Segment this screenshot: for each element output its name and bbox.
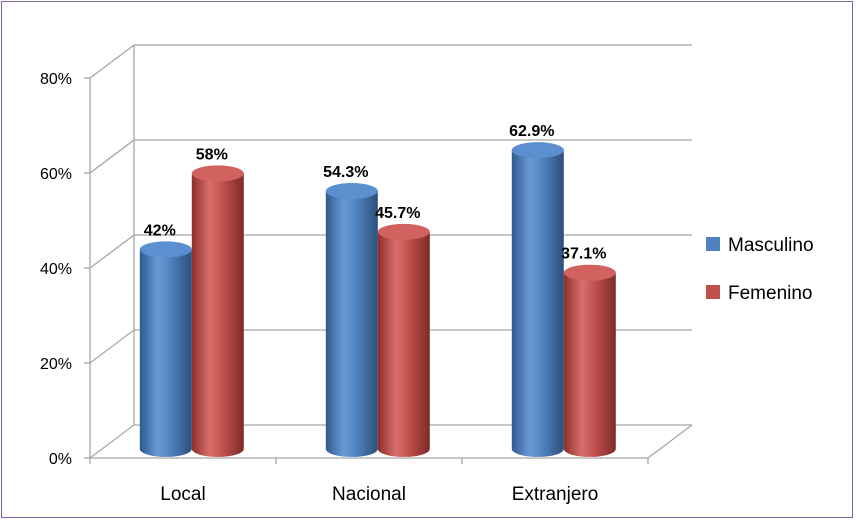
bar-body (325, 191, 378, 457)
floor-edge (647, 424, 693, 459)
x-tick-label: Nacional (332, 484, 406, 505)
bar-body (139, 249, 192, 457)
bar-masculino-local (139, 241, 192, 457)
y-tick-label: 0% (49, 451, 72, 468)
y-tick-label: 40% (40, 261, 72, 278)
bar-top (511, 142, 564, 159)
legend-label: Masculino (728, 235, 814, 256)
legend-swatch (706, 285, 720, 299)
gridline-side (89, 234, 135, 269)
gridline-side (89, 329, 135, 364)
data-labels: 42% 58% 54.3% 45.7% 62.9% 37.1% (144, 123, 607, 263)
x-axis: Local Nacional Extranjero (160, 484, 598, 505)
legend-swatch (706, 237, 720, 251)
data-label: 37.1% (561, 246, 606, 263)
bar-masculino-nacional (325, 183, 378, 457)
bar-femenino-local (191, 165, 244, 457)
bar-top (377, 223, 430, 240)
bar-top (563, 264, 616, 281)
gridline-side (89, 44, 135, 79)
bar-masculino-extranjero (511, 142, 564, 457)
x-tick-label: Extranjero (512, 484, 599, 505)
legend-label: Femenino (728, 283, 813, 304)
bar-top (139, 241, 192, 258)
x-tick-label: Local (160, 484, 205, 505)
bar-body (563, 272, 616, 457)
data-label: 54.3% (323, 164, 368, 181)
bar-body (191, 173, 244, 457)
bar-femenino-nacional (377, 223, 430, 457)
data-label: 62.9% (509, 123, 554, 140)
bar-body (511, 150, 564, 457)
bar-top (325, 183, 378, 199)
y-tick-label: 60% (40, 166, 72, 183)
data-label: 45.7% (375, 205, 420, 222)
gridline-side (89, 424, 135, 459)
bar-femenino-extranjero (563, 264, 616, 457)
data-label: 58% (196, 146, 228, 163)
y-tick-label: 80% (40, 71, 72, 88)
data-label: 42% (144, 222, 176, 239)
y-tick-label: 20% (40, 356, 72, 373)
legend: Masculino Femenino (706, 235, 814, 304)
bar-top (191, 165, 244, 182)
y-axis: 0% 20% 40% 60% 80% (40, 71, 649, 468)
bar-body (377, 231, 430, 457)
bars (139, 142, 616, 457)
gridline-side (89, 139, 135, 174)
